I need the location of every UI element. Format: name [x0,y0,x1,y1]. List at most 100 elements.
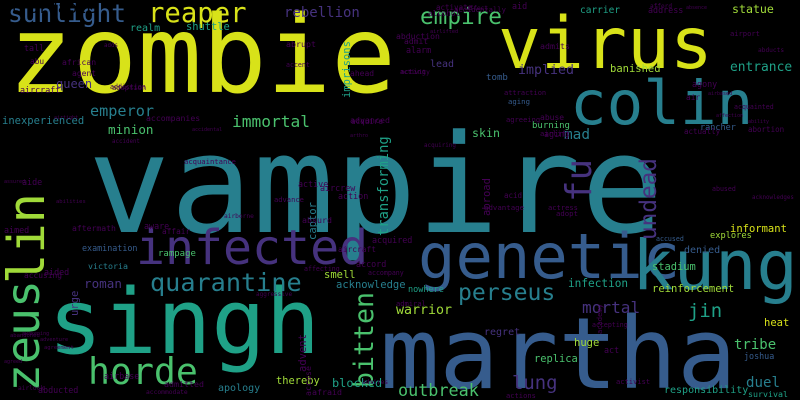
word-tribe: tribe [734,337,777,353]
word-minion: minion [108,122,154,137]
word-filler: airlifted [430,29,459,35]
word-filler: accident [112,139,140,145]
word-infection: infection [568,277,629,290]
word-filler: agreeing [506,115,541,124]
word-filler: admitted [164,379,204,389]
word-filler: airbase [104,371,140,381]
word-filler: aided [44,267,70,277]
word-filler: affair [162,227,191,236]
word-replica: replica [534,353,578,365]
word-filler: active [298,179,329,189]
word-genetic: genetic [418,220,681,293]
word-horde: horde [88,350,198,393]
word-filler: acquainted [734,103,774,111]
word-filler: african [62,57,97,67]
word-filler: acid [504,191,523,200]
word-filler: accompany [368,269,404,277]
word-filler: admit [404,37,429,46]
word-filler: agent [72,69,97,78]
word-heat: heat [764,317,790,329]
word-realm: realm [130,23,161,34]
word-rebellion: rebellion [284,5,360,21]
word-filler: aid [512,1,528,11]
word-filler: aircrew [320,183,356,193]
word-filler: accidental [192,127,223,133]
word-rancher: rancher [700,123,736,133]
word-filler: awakening [22,331,50,337]
word-filler: aggressive [256,291,293,298]
word-explores: explores [710,231,752,241]
word-filler: abandoned [10,333,40,339]
word-filler: accuse [303,366,313,396]
word-filler: acquired [372,235,413,245]
word-filler: abrupt [286,39,316,49]
word-colin: colin [570,68,754,139]
word-huge: huge [574,337,600,349]
word-filler: acquaintance [184,157,236,166]
word-aging: aging [508,97,530,106]
word-filler: activity [400,69,430,76]
word-filler: aircraft [338,245,377,254]
word-transforming: transforming [376,136,392,236]
word-banished: banished [610,63,661,75]
word-victoria: victoria [88,261,128,271]
word-survival: survival [748,389,788,399]
word-filler: abroad [481,178,493,216]
word-filler: agreement [44,345,74,351]
word-filler: adoption [112,83,147,92]
word-filler: action [338,191,369,201]
word-filler: airport [730,29,760,38]
word-filler: advance [274,195,304,204]
word-shuttle: shuttle [186,21,230,33]
word-filler: actually [684,127,721,136]
word-mad: mad [564,127,590,143]
word-filler: ahead [350,69,375,78]
word-filler: attraction [504,89,547,97]
word-filler: acknowledges [752,195,794,201]
word-filler: absurd [302,215,332,225]
word-filler: abilities [56,199,86,205]
word-filler: air [686,93,701,102]
word-accused: accused [656,235,684,243]
word-filler: accommodate [146,389,188,396]
word-rampage: rampage [158,249,196,259]
word-filler: alarm [406,45,432,55]
word-filler: address [648,5,684,15]
word-filler: academy [595,304,604,334]
word-filler: acting [400,67,426,76]
word-filler: ability [748,119,770,125]
word-sunlight: sunlight [8,0,127,28]
word-tomb: tomb [486,73,508,83]
word-filler: acquiring [424,143,456,149]
word-duel: duel [746,375,780,391]
word-reaper: reaper [148,0,247,29]
word-acknowledge: acknowledge [336,279,406,291]
word-urge: urge [69,290,81,316]
word-quarantine: quarantine [150,268,302,297]
word-fu: fu [559,159,600,202]
word-filler: actions [506,391,536,400]
word-stadium: stadium [652,261,696,273]
word-apology: apology [218,383,261,394]
word-queen: queen [56,77,93,91]
word-filler: admits [540,41,570,51]
word-skin: skin [472,126,500,140]
word-filler: adopt [556,209,578,218]
word-jin: jin [688,300,723,322]
word-filler: advanced [350,115,390,125]
word-filler: airlift [540,129,570,138]
word-filler: admires [362,379,389,386]
word-singh: singh [48,270,321,375]
word-filler: arthro [350,133,369,139]
word-filler: accord [356,259,387,269]
word-filler: aftermath [72,223,116,233]
word-filler: tall [24,43,45,53]
word-filler: airlock [18,385,45,392]
word-filler: abu [30,57,45,66]
word-filler: airtight [54,115,79,121]
word-filler: accusing [24,271,63,280]
word-undead: undead [636,158,662,240]
word-immortal: immortal [232,112,310,131]
word-filler: affecting [304,265,340,273]
